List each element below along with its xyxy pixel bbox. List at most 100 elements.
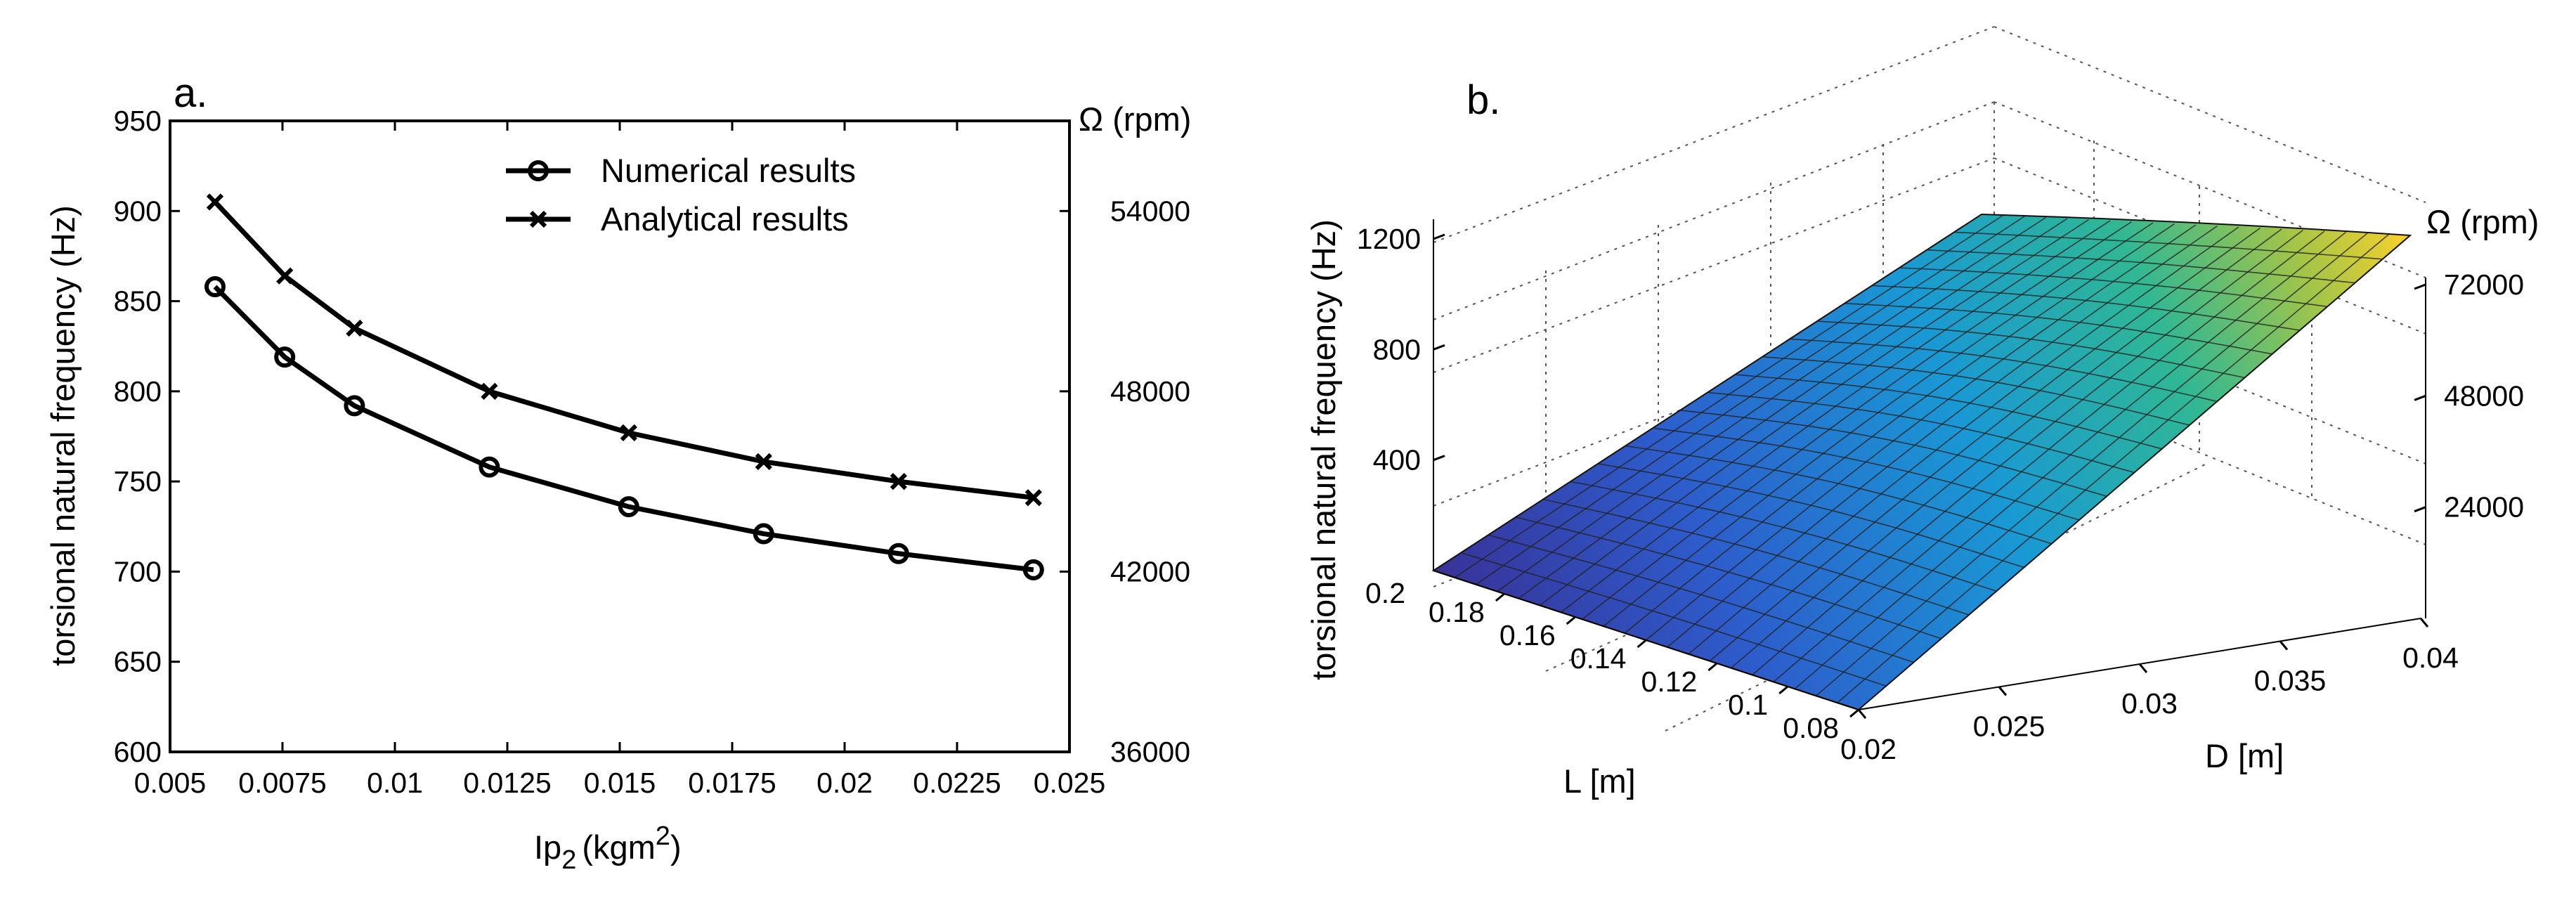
d-tick-mark — [2419, 618, 2429, 628]
data-point-numerical — [753, 523, 774, 545]
surface-mesh-line — [1734, 374, 2163, 450]
y-tick-label: 700 — [114, 555, 162, 587]
data-point-numerical — [887, 542, 909, 564]
legend-marker-circle — [528, 160, 549, 181]
d-tick-label: 0.02 — [1840, 733, 1897, 765]
l-tick-mark — [1778, 685, 1789, 695]
l-tick-label: 0.08 — [1783, 712, 1839, 744]
d-tick-label: 0.025 — [1973, 710, 2045, 743]
l-tick-mark — [1495, 592, 1505, 602]
l-tick-label: 0.12 — [1641, 665, 1698, 698]
data-point-numerical — [344, 395, 365, 417]
surface-mesh-line — [1709, 227, 2260, 662]
surface-mesh-line — [1707, 391, 2135, 474]
x-tick-group: 0.005 0.0075 0.01 0.0125 0.015 0.0175 0.02 0.02… — [134, 121, 1105, 799]
surface-mesh-line — [1837, 233, 2390, 703]
z-axis-label-b: torsional natural frequency (Hz) — [1305, 219, 1342, 680]
y-tick-group: 600 650 700 750 800 850 900 950 — [114, 105, 180, 768]
l-tick-group: 0.18 0.16 0.14 0.12 0.1 0.08 — [1429, 592, 1859, 744]
surface-mesh-line — [1773, 230, 2325, 683]
z-tick-mark — [1433, 233, 1445, 240]
d-tick-mark — [2279, 640, 2289, 651]
surface-mesh-line — [1789, 338, 2218, 403]
panel-a-line-chart: a. 0.005 0.0075 0.01 0.0125 0.015 0.0175 0.02 0… — [44, 70, 1191, 875]
x-tick-label: 0.015 — [584, 767, 656, 799]
x-tick-label: 0.0125 — [463, 767, 551, 799]
l-tick-label: 0.14 — [1570, 642, 1627, 675]
legend-entry-numerical: Numerical results — [601, 152, 856, 189]
surface-mesh-line — [1752, 229, 2303, 676]
x-tick-label: 0.0175 — [688, 767, 776, 799]
d-axis-label: D [m] — [2205, 737, 2284, 774]
legend-marker-x — [529, 210, 547, 228]
data-point-numerical — [1022, 559, 1044, 580]
z-tick-label: 1200 — [1357, 223, 1421, 255]
y-axis-label-a: torsional natural frequency (Hz) — [44, 205, 82, 666]
data-point-analytical — [481, 382, 498, 400]
x-tick-label: 0.01 — [367, 767, 423, 799]
right-tick-label: 54000 — [1110, 195, 1190, 227]
right-tick-label: 42000 — [1110, 555, 1190, 587]
y-tick-label: 750 — [114, 465, 162, 498]
l-tick-mark — [1637, 639, 1647, 649]
surface-mesh-line — [1844, 303, 2272, 355]
data-point-numerical — [274, 346, 296, 368]
x-axis-label-a: Ip2 (kgm2) — [534, 821, 682, 875]
l-tick-mark — [1849, 708, 1859, 718]
l-tick-label: 0.1 — [1728, 689, 1768, 721]
panel-label-b: b. — [1466, 77, 1500, 123]
l-tick-label: 0.16 — [1500, 619, 1556, 651]
data-point-numerical — [204, 276, 226, 298]
d-tick-mark — [1857, 709, 1867, 719]
data-point-analytical — [346, 319, 363, 337]
right-z-tick-label: 48000 — [2444, 379, 2524, 412]
surface-grid — [1454, 214, 2390, 703]
l-axis-label: L [m] — [1563, 762, 1636, 800]
z-tick-mark — [1433, 455, 1445, 462]
surface-mesh-line — [1926, 249, 2355, 284]
l-tick-label: 0.18 — [1429, 596, 1485, 628]
surface-mesh-line — [1762, 356, 2190, 426]
right-tick-group: 36000 42000 48000 54000 — [1060, 195, 1190, 768]
d-tick-group: 0.02 0.025 0.03 0.035 0.04 — [1840, 618, 2459, 765]
x-tick-label: 0.0225 — [913, 767, 1001, 799]
data-point-analytical — [890, 473, 907, 490]
z-tick-label: 800 — [1373, 333, 1421, 365]
right-z-tick-mark — [2414, 506, 2426, 513]
right-tick-label: 48000 — [1110, 375, 1190, 408]
d-tick-label: 0.035 — [2254, 665, 2327, 697]
surface-mesh-line — [1953, 231, 2383, 260]
surface-mesh-line — [1815, 233, 2368, 696]
d-tick-mark — [1998, 686, 2008, 696]
d-tick-mark — [2138, 663, 2148, 673]
data-point-numerical — [618, 496, 639, 518]
panel-b-surface-chart: b. — [1305, 26, 2539, 800]
right-z-axis-label-b: Ω (rpm) — [2426, 203, 2539, 240]
right-z-tick-label: 24000 — [2444, 491, 2524, 524]
surface-mesh-line — [1871, 285, 2301, 331]
y-tick-label: 650 — [114, 646, 162, 678]
legend: Numerical results Analytical results — [506, 152, 856, 238]
l-tick-label: 0.2 — [1365, 577, 1405, 609]
z-tick-label: 400 — [1373, 444, 1421, 476]
d-tick-label: 0.03 — [2121, 687, 2178, 720]
data-point-numerical — [479, 456, 500, 478]
surface-mesh-line — [1794, 231, 2346, 689]
x-axis-label-units: (kgm — [582, 828, 655, 866]
data-point-analytical — [755, 453, 772, 471]
surface-mesh-line — [1688, 226, 2239, 655]
l-tick-mark — [1707, 662, 1718, 672]
series-line-analytical — [213, 200, 1034, 500]
y-tick-label: 950 — [114, 105, 162, 137]
panel-label-a: a. — [174, 70, 207, 116]
series-line-numerical — [213, 285, 1034, 573]
z-tick-mark — [1433, 344, 1445, 351]
x-axis-label-sub: 2 — [561, 845, 576, 875]
l-tick-mark — [1566, 616, 1576, 625]
surface-mesh-line — [1816, 320, 2245, 379]
y-tick-label: 800 — [114, 375, 162, 408]
right-z-tick-label: 72000 — [2444, 268, 2524, 301]
data-point-analytical — [206, 193, 224, 211]
data-point-analytical — [620, 424, 637, 441]
